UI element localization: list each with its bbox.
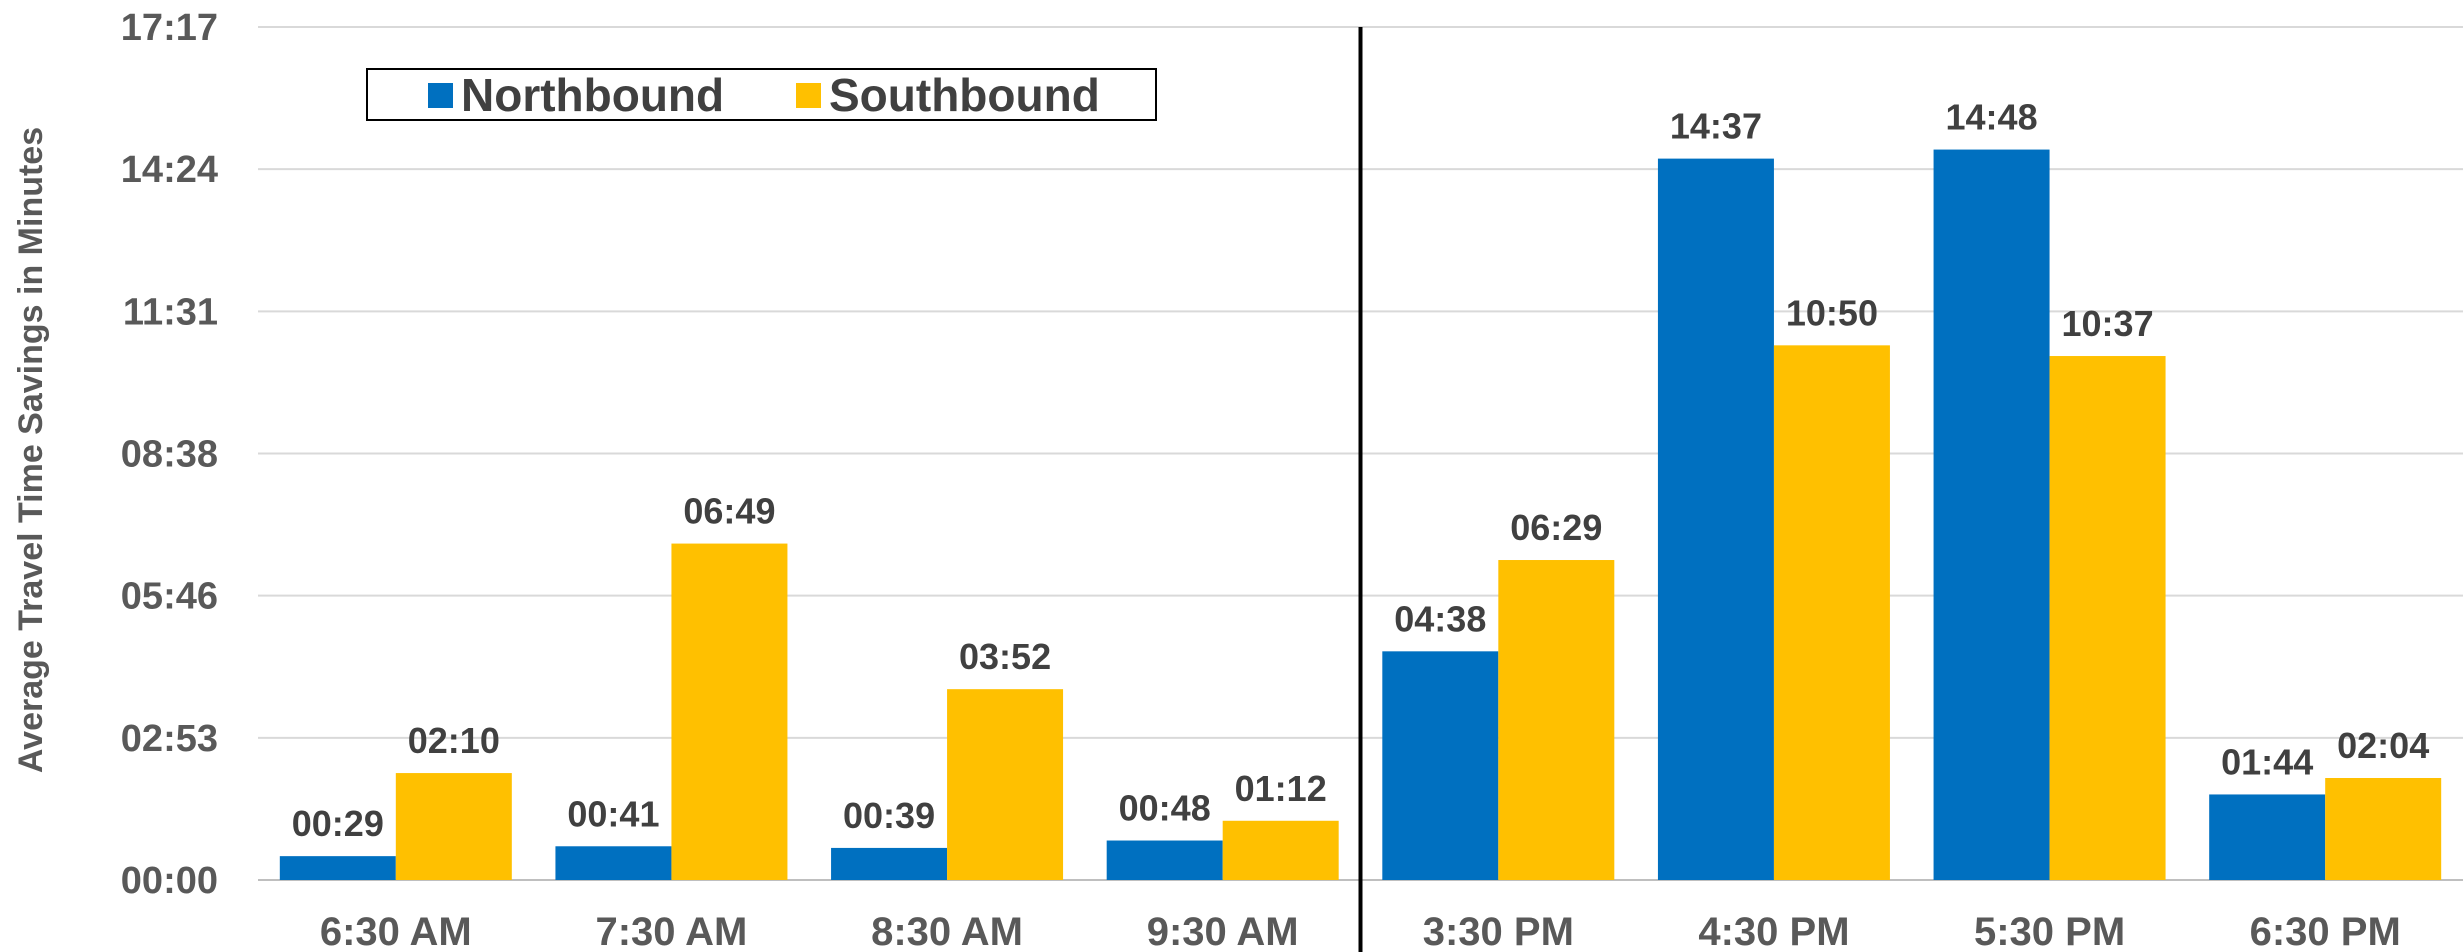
data-label: 06:29 xyxy=(1510,507,1602,548)
bar-northbound xyxy=(831,847,948,880)
bar-northbound xyxy=(555,846,672,880)
data-label: 00:39 xyxy=(843,795,935,836)
data-label: 10:37 xyxy=(2062,303,2154,344)
bar-northbound xyxy=(1106,840,1223,880)
data-label: 00:29 xyxy=(292,803,384,844)
bar-northbound xyxy=(1657,158,1774,880)
data-label: 14:48 xyxy=(1946,97,2038,138)
data-label: 03:52 xyxy=(959,636,1051,677)
legend-box xyxy=(366,68,1157,121)
data-label: 06:49 xyxy=(683,491,775,532)
data-label: 04:38 xyxy=(1394,598,1486,639)
x-category-label: 7:30 AM xyxy=(595,910,747,952)
data-label: 00:41 xyxy=(567,793,659,834)
data-label: 00:48 xyxy=(1119,788,1211,829)
legend-southbound-swatch xyxy=(796,83,821,108)
bar-northbound xyxy=(1933,149,2050,880)
bar-northbound xyxy=(279,856,396,880)
y-tick-label: 02:53 xyxy=(121,718,218,760)
bars xyxy=(279,149,2442,881)
bar-southbound xyxy=(2325,778,2442,880)
x-axis-categories: 6:30 AM 7:30 AM 8:30 AM 9:30 AM 3:30 PM 4:30 … xyxy=(320,910,2401,952)
y-axis-ticks: 00:00 02:53 05:46 08:38 11:31 14:24 17:17 xyxy=(121,7,218,902)
y-tick-label: 11:31 xyxy=(123,291,218,333)
x-category-label: 9:30 AM xyxy=(1147,910,1299,952)
data-label: 14:37 xyxy=(1670,106,1762,147)
y-axis-label: Average Travel Time Savings in Minutes xyxy=(12,127,50,773)
x-category-label: 5:30 PM xyxy=(1974,910,2125,952)
x-category-label: 8:30 AM xyxy=(871,910,1023,952)
data-label: 01:12 xyxy=(1235,768,1327,809)
bar-southbound xyxy=(1498,560,1615,880)
y-tick-label: 00:00 xyxy=(121,860,218,902)
bar-southbound xyxy=(1773,345,1890,880)
bar-southbound xyxy=(1222,820,1339,880)
data-label: 02:10 xyxy=(408,720,500,761)
bar-southbound xyxy=(2049,356,2166,881)
bar-southbound xyxy=(395,773,512,880)
x-category-label: 4:30 PM xyxy=(1698,910,1849,952)
data-label: 10:50 xyxy=(1786,292,1878,333)
bar-southbound xyxy=(671,543,788,880)
legend: Northbound Southbound xyxy=(366,68,1157,121)
x-category-label: 6:30 PM xyxy=(2250,910,2401,952)
x-category-label: 6:30 AM xyxy=(320,910,472,952)
legend-northbound-swatch xyxy=(428,83,453,108)
data-labels: 00:29 02:10 00:41 06:49 00:39 03:52 00:48 01:12… xyxy=(292,97,2429,845)
y-tick-label: 08:38 xyxy=(121,434,218,476)
bar-northbound xyxy=(1382,651,1499,880)
x-category-label: 3:30 PM xyxy=(1423,910,1574,952)
bar-southbound xyxy=(947,689,1064,880)
bar-northbound xyxy=(2209,794,2326,880)
legend-northbound-label: Northbound xyxy=(461,69,724,121)
data-label: 02:04 xyxy=(2337,725,2429,766)
y-tick-label: 17:17 xyxy=(121,7,218,49)
y-tick-label: 14:24 xyxy=(121,149,218,191)
legend-southbound-label: Southbound xyxy=(829,69,1100,121)
data-label: 01:44 xyxy=(2221,741,2313,782)
y-tick-label: 05:46 xyxy=(121,576,218,618)
